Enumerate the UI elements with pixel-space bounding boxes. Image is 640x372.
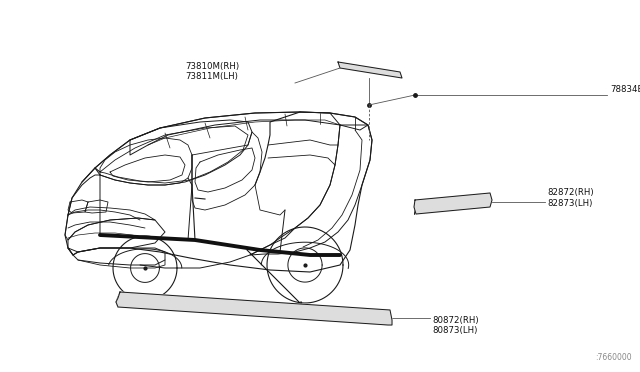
Text: 73810M(RH)
73811M(LH): 73810M(RH) 73811M(LH) [185,62,239,81]
Polygon shape [116,292,392,325]
Text: 82872(RH)
82873(LH): 82872(RH) 82873(LH) [547,188,594,208]
Text: 78834E: 78834E [610,86,640,94]
Polygon shape [414,193,492,214]
Text: 80872(RH)
80873(LH): 80872(RH) 80873(LH) [432,316,479,336]
Text: :7660000: :7660000 [595,353,632,362]
Polygon shape [65,112,372,272]
Polygon shape [338,62,402,78]
